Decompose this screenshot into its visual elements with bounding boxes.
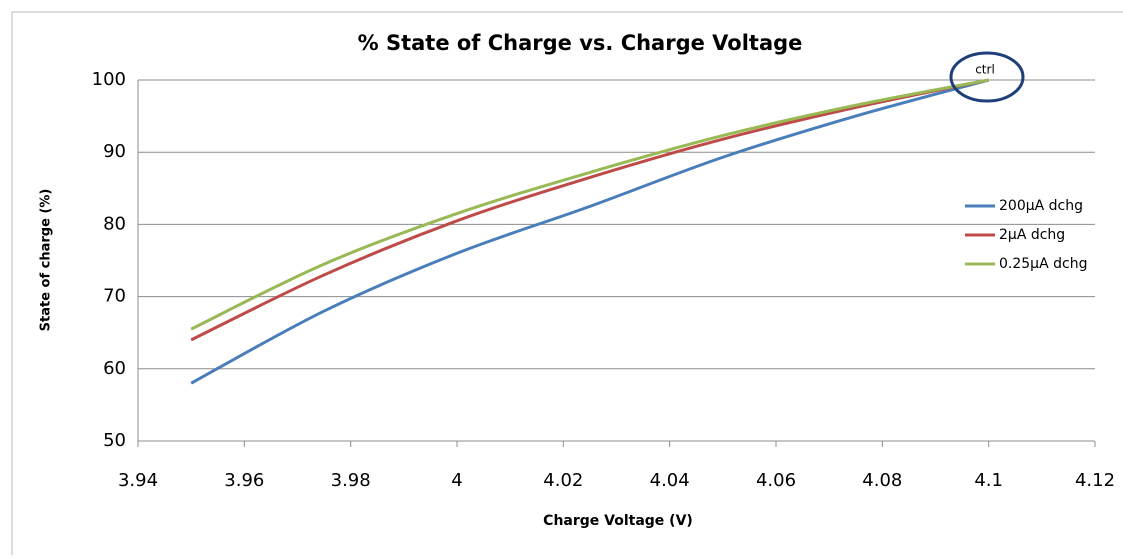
x-tick-label: 3.96 [224, 470, 264, 491]
legend-label: 0.25µA dchg [999, 256, 1087, 272]
chart-frame [11, 11, 1123, 559]
annotation-circle [949, 51, 1025, 103]
y-tick-label: 70 [103, 286, 126, 307]
legend-label: 200µA dchg [999, 198, 1083, 214]
series-line [190, 78, 989, 331]
x-tick-label: 4.1 [974, 470, 1003, 491]
x-tick-label: 4.02 [543, 470, 583, 491]
legend-label: 2µA dchg [999, 227, 1065, 243]
chart-title: % State of Charge vs. Charge Voltage [358, 31, 803, 55]
x-tick-label: 4.06 [756, 470, 796, 491]
y-tick-label: 100 [92, 69, 126, 90]
y-tick-label: 50 [103, 430, 126, 451]
x-tick-label: 4 [451, 470, 462, 491]
x-tick-label: 3.94 [118, 470, 158, 491]
y-tick-label: 80 [103, 213, 126, 234]
x-tick-label: 3.98 [331, 470, 371, 491]
x-tick-label: 4.12 [1075, 470, 1115, 491]
x-axis-label: Charge Voltage (V) [543, 513, 693, 529]
series-line [190, 78, 989, 342]
y-tick-label: 90 [103, 141, 126, 162]
series-line [190, 78, 990, 385]
annotation: ctrl [975, 63, 995, 77]
y-axis-label: State of charge (%) [39, 189, 54, 332]
x-tick-label: 4.08 [862, 470, 902, 491]
x-tick-label: 4.04 [650, 470, 690, 491]
y-tick-label: 60 [103, 358, 126, 379]
